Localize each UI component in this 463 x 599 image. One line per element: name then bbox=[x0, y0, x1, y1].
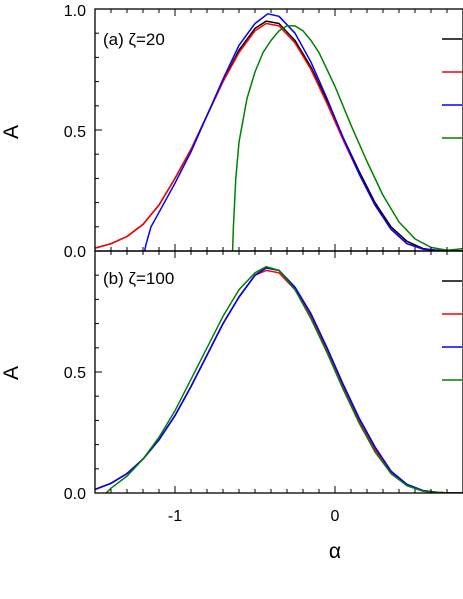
panel-b-frame bbox=[94, 250, 463, 494]
panel-a-label: (a) ζ=20 bbox=[103, 30, 165, 49]
panel-b-xtick-label: 0 bbox=[331, 508, 340, 525]
panel-a-ticks bbox=[94, 8, 463, 252]
series-line-4 bbox=[105, 265, 463, 493]
panel-b: (b) ζ=100 A 0.0 0.5 -1 0 α bbox=[0, 250, 463, 563]
x-axis-title: α bbox=[329, 540, 341, 563]
panel-a-ytick-label: 0.5 bbox=[64, 124, 86, 141]
panel-a-legend bbox=[442, 38, 462, 139]
panel-b-legend bbox=[442, 280, 462, 381]
panel-b-xtick-label: -1 bbox=[168, 508, 182, 525]
panel-a-ytick-label: 1.0 bbox=[64, 3, 86, 20]
series-line-3 bbox=[143, 13, 463, 251]
panel-b-ytick-label: 0.0 bbox=[64, 486, 86, 503]
panel-a-ytick-label: 0.0 bbox=[64, 244, 86, 261]
series-line-4 bbox=[231, 25, 463, 251]
panel-b-ylabel: A bbox=[0, 366, 23, 380]
panel-b-ytick-label: 0.5 bbox=[64, 365, 86, 382]
panel-b-label: (b) ζ=100 bbox=[103, 269, 174, 288]
panel-b-curves bbox=[95, 265, 463, 493]
panel-a-ylabel: A bbox=[0, 125, 23, 139]
panel-a-curves bbox=[95, 13, 463, 251]
panel-a: (a) ζ=20 A 0.0 0.5 1.0 bbox=[0, 3, 463, 261]
